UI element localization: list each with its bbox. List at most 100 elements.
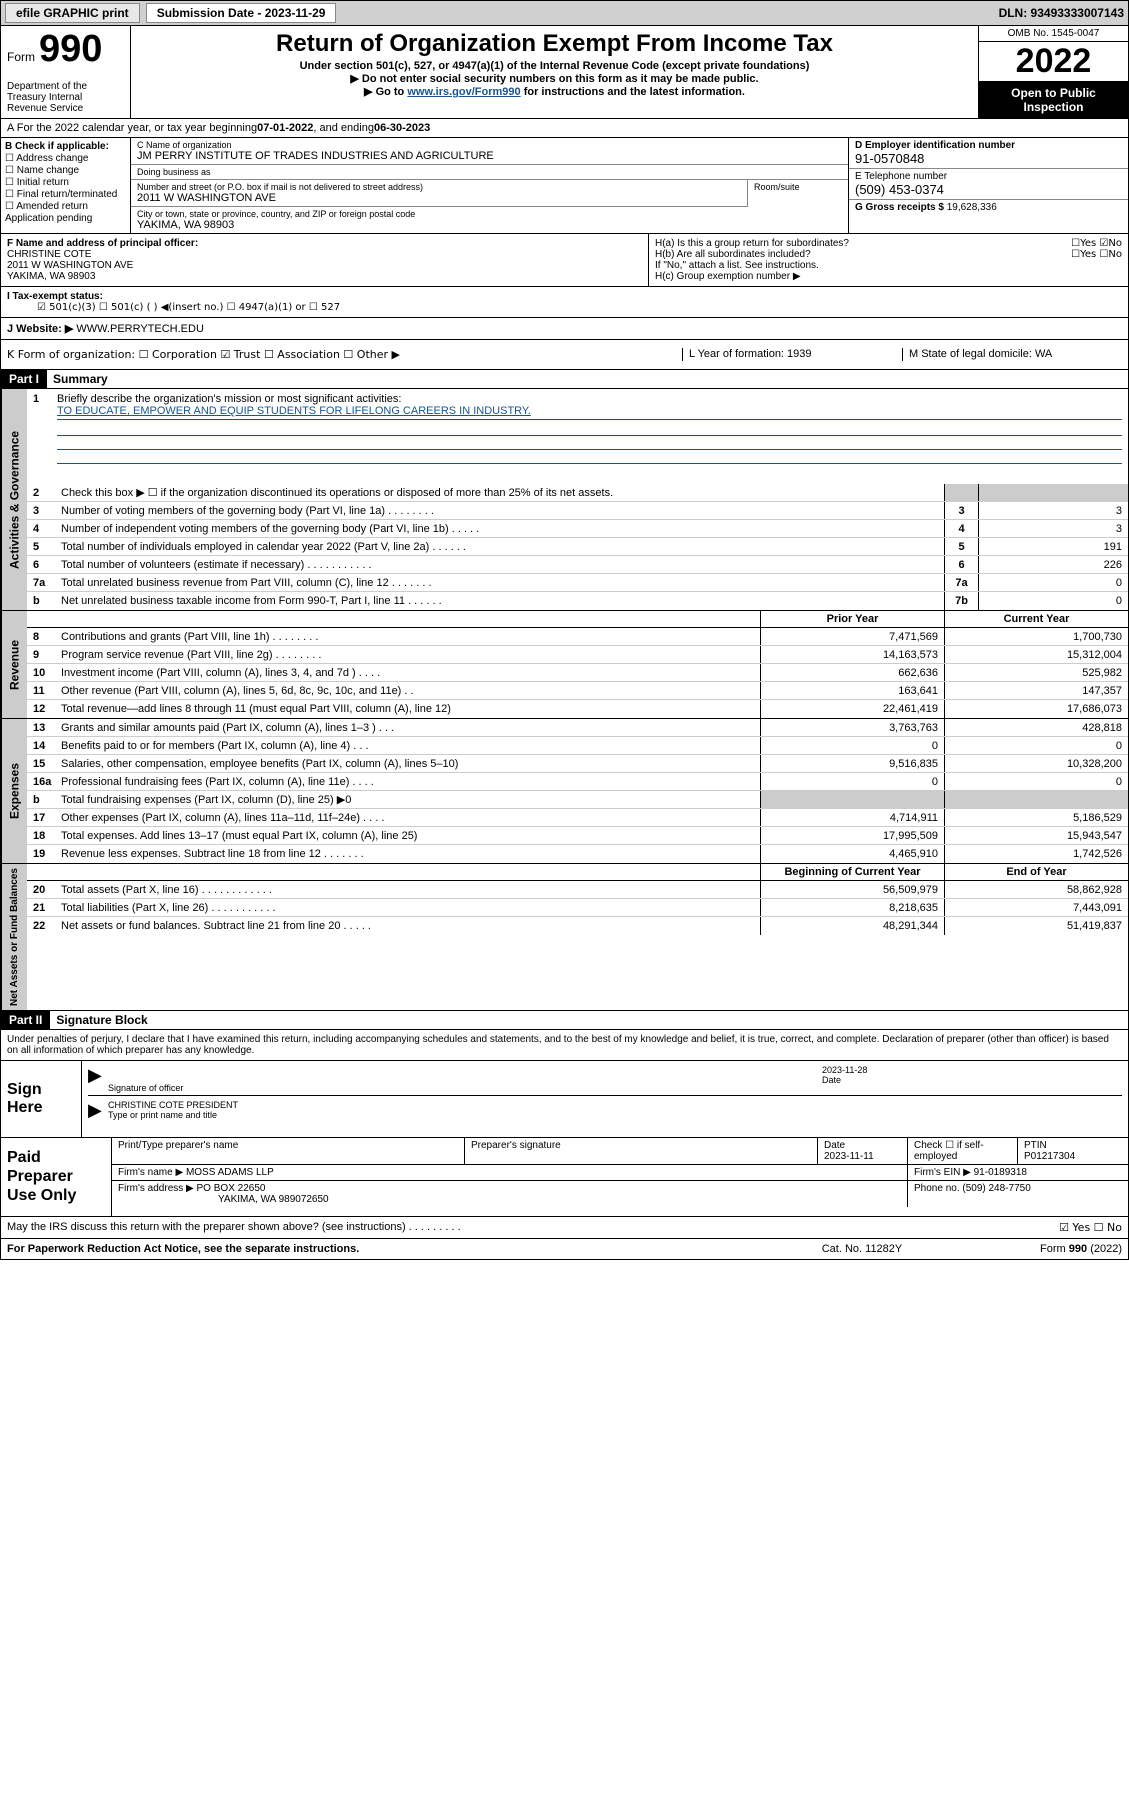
line-prior: 662,636 <box>760 664 944 681</box>
sig-date-value: 2023-11-28 <box>822 1065 1122 1075</box>
line-desc: Total number of volunteers (estimate if … <box>57 557 944 573</box>
footer-left: For Paperwork Reduction Act Notice, see … <box>7 1243 762 1255</box>
exp-line-b: b Total fundraising expenses (Part IX, c… <box>27 791 1128 809</box>
tax-options[interactable]: ☑ 501(c)(3) ☐ 501(c) ( ) ◀(insert no.) ☐… <box>7 302 340 313</box>
line-desc: Net unrelated business taxable income fr… <box>57 593 944 609</box>
line-end: 7,443,091 <box>944 899 1128 916</box>
line-prior: 4,714,911 <box>760 809 944 826</box>
exp-line-18: 18 Total expenses. Add lines 13–17 (must… <box>27 827 1128 845</box>
line-prior: 17,995,509 <box>760 827 944 844</box>
sub3-pre: ▶ Go to <box>364 86 407 98</box>
prior-year-header: Prior Year <box>760 611 944 627</box>
line-num: 12 <box>27 700 57 718</box>
ha-answer[interactable]: ☐Yes ☑No <box>1071 238 1122 249</box>
tax-label: I Tax-exempt status: <box>7 291 103 302</box>
hb-answer[interactable]: ☐Yes ☐No <box>1071 249 1122 260</box>
dba-cell: Doing business as <box>131 165 848 180</box>
sign-here-block: Sign Here ▶ Signature of officer 2023-11… <box>1 1061 1128 1138</box>
line-desc: Number of voting members of the governin… <box>57 503 944 519</box>
gross-receipts-cell: G Gross receipts $ 19,628,336 <box>849 200 1128 215</box>
l-year-formation: L Year of formation: 1939 <box>682 348 902 361</box>
cb-initial-return[interactable]: ☐ Initial return <box>5 177 126 188</box>
line-num: 5 <box>27 541 57 553</box>
footer-row: For Paperwork Reduction Act Notice, see … <box>1 1239 1128 1259</box>
submission-date: Submission Date - 2023-11-29 <box>146 3 337 23</box>
addr-label: Number and street (or P.O. box if mail i… <box>137 182 741 192</box>
line-num: 22 <box>27 917 57 935</box>
form-title: Return of Organization Exempt From Incom… <box>141 30 968 58</box>
k-form-org: K Form of organization: ☐ Corporation ☑ … <box>7 348 682 361</box>
org-name: JM PERRY INSTITUTE OF TRADES INDUSTRIES … <box>137 150 842 162</box>
part2-header-row: Part II Signature Block <box>1 1011 1128 1030</box>
line-num: 16a <box>27 773 57 790</box>
line-prior: 0 <box>760 773 944 790</box>
irs-link[interactable]: www.irs.gov/Form990 <box>407 86 520 98</box>
k-value[interactable]: K Form of organization: ☐ Corporation ☑ … <box>7 348 400 361</box>
row-a-tax-year: A For the 2022 calendar year, or tax yea… <box>1 119 1128 138</box>
officer-block: F Name and address of principal officer:… <box>1 234 648 286</box>
line-prior: 3,763,763 <box>760 719 944 736</box>
line-end: 58,862,928 <box>944 881 1128 898</box>
sig-date-label: Date <box>822 1075 1122 1085</box>
line-desc: Total assets (Part X, line 16) . . . . .… <box>57 881 760 898</box>
sign-here-label: Sign Here <box>1 1061 81 1137</box>
form-label: Form <box>7 50 35 64</box>
firm-name: MOSS ADAMS LLP <box>186 1167 274 1178</box>
paid-preparer-label: Paid Preparer Use Only <box>1 1138 111 1216</box>
discuss-answer[interactable]: ☑ Yes ☐ No <box>1059 1221 1122 1234</box>
room-suite-cell: Room/suite <box>748 180 848 207</box>
line-desc: Check this box ▶ ☐ if the organization d… <box>57 484 944 501</box>
efile-button[interactable]: efile GRAPHIC print <box>5 3 140 23</box>
part1-header-row: Part I Summary <box>1 370 1128 389</box>
room-label: Room/suite <box>754 182 800 192</box>
line-box: 5 <box>944 538 978 555</box>
line-num: 15 <box>27 755 57 772</box>
line-prior: 0 <box>760 737 944 754</box>
gov-line-2: 2 Check this box ▶ ☐ if the organization… <box>27 484 1128 502</box>
line-num: 18 <box>27 827 57 844</box>
line-desc: Contributions and grants (Part VIII, lin… <box>57 628 760 645</box>
cb-address-change[interactable]: ☐ Address change <box>5 153 126 164</box>
line-num: 10 <box>27 664 57 681</box>
officer-sig-line: ▶ Signature of officer 2023-11-28 Date <box>88 1065 1122 1096</box>
m-state-domicile: M State of legal domicile: WA <box>902 348 1122 361</box>
phone-cell: E Telephone number (509) 453-0374 <box>849 169 1128 200</box>
cb-final-return[interactable]: ☐ Final return/terminated <box>5 189 126 200</box>
addr-value: 2011 W WASHINGTON AVE <box>137 192 741 204</box>
line-val: 191 <box>978 538 1128 555</box>
entity-block: B Check if applicable: ☐ Address change … <box>1 138 1128 234</box>
net-line-20: 20 Total assets (Part X, line 16) . . . … <box>27 881 1128 899</box>
prep-date: 2023-11-11 <box>824 1151 901 1162</box>
briefly-block: 1 Briefly describe the organization's mi… <box>27 389 1128 484</box>
exp-line-17: 17 Other expenses (Part IX, column (A), … <box>27 809 1128 827</box>
tax-status-row: I Tax-exempt status: ☑ 501(c)(3) ☐ 501(c… <box>1 287 1128 318</box>
line-box: 6 <box>944 556 978 573</box>
line-current: 1,742,526 <box>944 845 1128 863</box>
cb-amended-return[interactable]: ☐ Amended return <box>5 201 126 212</box>
cb-name-change[interactable]: ☐ Name change <box>5 165 126 176</box>
line-desc: Revenue less expenses. Subtract line 18 … <box>57 845 760 863</box>
mission-link[interactable]: TO EDUCATE, EMPOWER AND EQUIP STUDENTS F… <box>57 405 531 417</box>
hc-label: H(c) Group exemption number ▶ <box>655 271 1122 282</box>
subtitle-1: Under section 501(c), 527, or 4947(a)(1)… <box>141 60 968 72</box>
firm-ein: 91-0189318 <box>974 1167 1027 1178</box>
website-label: J Website: ▶ <box>7 323 76 335</box>
website-value: WWW.PERRYTECH.EDU <box>76 323 204 335</box>
firm-ein-label: Firm's EIN ▶ <box>914 1167 974 1178</box>
end-header: End of Year <box>944 864 1128 880</box>
line-current <box>944 791 1128 808</box>
line-desc: Program service revenue (Part VIII, line… <box>57 646 760 663</box>
part2-title: Signature Block <box>50 1013 147 1027</box>
form-number: 990 <box>39 30 102 68</box>
prep-self-employed[interactable]: Check ☐ if self-employed <box>908 1138 1018 1164</box>
line-desc: Total fundraising expenses (Part IX, col… <box>57 791 760 808</box>
officer-addr1: 2011 W WASHINGTON AVE <box>7 260 642 271</box>
line-desc: Salaries, other compensation, employee b… <box>57 755 760 772</box>
website-row: J Website: ▶ WWW.PERRYTECH.EDU <box>1 318 1128 340</box>
line-current: 15,312,004 <box>944 646 1128 663</box>
header-left: Form 990 Department of the Treasury Inte… <box>1 26 131 118</box>
prep-h3: Date <box>824 1140 901 1151</box>
cb-application-pending[interactable]: Application pending <box>5 213 126 224</box>
mission-blank1 <box>57 422 1122 436</box>
revenue-section: Revenue Prior Year Current Year 8 Contri… <box>1 611 1128 719</box>
